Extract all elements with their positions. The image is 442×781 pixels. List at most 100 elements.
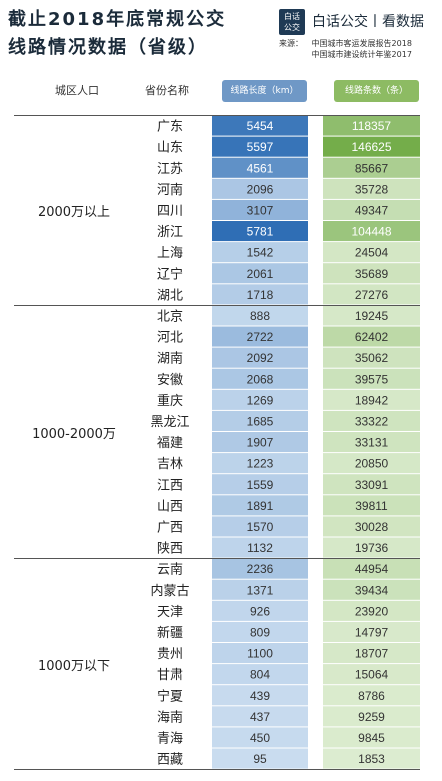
province-label: 黑龙江 xyxy=(150,415,189,430)
province-label: 江苏 xyxy=(157,161,183,177)
length-cell xyxy=(212,727,308,748)
length-value-label: 1891 xyxy=(247,499,274,513)
length-cell xyxy=(212,600,308,621)
count-value-label: 27276 xyxy=(355,288,389,302)
province-label: 西藏 xyxy=(157,753,183,768)
province-label: 宁夏 xyxy=(157,688,183,704)
count-value-label: 33091 xyxy=(355,478,389,492)
count-cell xyxy=(323,199,420,220)
count-value-label: 39811 xyxy=(355,499,388,513)
length-cell xyxy=(212,305,308,326)
length-cell xyxy=(212,748,308,769)
count-cell xyxy=(323,748,420,769)
source-label: 来源： xyxy=(279,39,303,48)
count-cell xyxy=(323,326,420,347)
count-value-label: 18942 xyxy=(355,393,389,407)
count-value-label: 30028 xyxy=(355,520,389,534)
count-value-label: 104448 xyxy=(351,225,391,239)
count-cell xyxy=(323,664,420,685)
province-label: 江西 xyxy=(157,478,183,493)
length-value-label: 926 xyxy=(250,604,270,618)
length-value-label: 4561 xyxy=(247,161,274,175)
length-value-label: 1100 xyxy=(247,647,273,661)
logo-text-2: 公交 xyxy=(284,23,300,32)
count-value-label: 39575 xyxy=(355,372,389,386)
count-value-label: 62402 xyxy=(355,330,389,344)
length-value-label: 1371 xyxy=(247,583,274,597)
length-cell xyxy=(212,347,308,368)
length-value-label: 3107 xyxy=(247,203,274,217)
length-value-label: 439 xyxy=(250,689,270,703)
page-title-line2: 线路情况数据（省级） xyxy=(8,37,208,58)
count-cell xyxy=(323,600,420,621)
length-cell xyxy=(212,474,308,495)
count-value-label: 33322 xyxy=(355,414,389,428)
count-cell xyxy=(323,178,420,199)
length-cell xyxy=(212,242,308,263)
length-cell xyxy=(212,284,308,305)
length-cell xyxy=(212,664,308,685)
header-length: 线路长度（km） xyxy=(222,80,307,102)
count-cell xyxy=(323,685,420,706)
length-cell xyxy=(212,178,308,199)
length-cell xyxy=(212,157,308,178)
group-divider xyxy=(14,304,420,306)
length-value-label: 804 xyxy=(250,668,270,682)
count-cell xyxy=(323,579,420,600)
count-value-label: 19245 xyxy=(355,309,389,323)
length-value-label: 1542 xyxy=(247,246,274,260)
count-cell xyxy=(323,115,420,136)
count-cell xyxy=(323,410,420,431)
count-cell xyxy=(323,727,420,748)
count-cell xyxy=(323,242,420,263)
count-value-label: 49347 xyxy=(355,203,389,217)
count-value-label: 15064 xyxy=(355,668,389,682)
province-label: 广西 xyxy=(157,520,183,535)
count-cell xyxy=(323,305,420,326)
province-label: 重庆 xyxy=(157,393,183,409)
logo-text-1: 白话 xyxy=(284,12,300,21)
province-label: 吉林 xyxy=(157,457,183,472)
count-value-label: 8786 xyxy=(358,689,385,703)
header-province: 省份名称 xyxy=(145,84,189,97)
count-cell xyxy=(323,432,420,453)
length-value-label: 1570 xyxy=(247,520,274,534)
province-label: 陕西 xyxy=(157,542,183,557)
length-cell xyxy=(212,537,308,558)
count-cell xyxy=(323,621,420,642)
province-label: 贵州 xyxy=(157,647,183,662)
count-cell xyxy=(323,643,420,664)
length-value-label: 2722 xyxy=(247,330,274,344)
group-divider xyxy=(14,558,420,560)
count-value-label: 44954 xyxy=(355,562,389,576)
length-cell xyxy=(212,579,308,600)
length-cell xyxy=(212,221,308,242)
length-cell xyxy=(212,432,308,453)
length-value-label: 809 xyxy=(250,625,270,639)
length-cell xyxy=(212,389,308,410)
count-cell xyxy=(323,263,420,284)
length-cell xyxy=(212,136,308,157)
province-label: 青海 xyxy=(157,731,183,746)
count-value-label: 85667 xyxy=(355,161,389,175)
province-label: 上海 xyxy=(157,246,183,261)
count-cell xyxy=(323,706,420,727)
count-cell xyxy=(323,284,420,305)
count-cell xyxy=(323,136,420,157)
header-region: 城区人口 xyxy=(55,84,99,97)
length-value-label: 450 xyxy=(250,731,270,745)
province-label: 河北 xyxy=(157,331,183,346)
region-group-label: 1000-2000万 xyxy=(32,426,116,442)
count-value-label: 9845 xyxy=(358,731,385,745)
brand-logo: 白话 公交 xyxy=(279,9,305,35)
length-value-label: 2061 xyxy=(247,267,274,281)
length-cell xyxy=(212,516,308,537)
count-cell xyxy=(323,495,420,516)
count-cell xyxy=(323,221,420,242)
length-value-label: 2068 xyxy=(247,372,274,386)
brand-name: 白话公交丨看数据 xyxy=(312,14,424,30)
province-label: 安徽 xyxy=(157,373,183,388)
length-cell xyxy=(212,368,308,389)
header-count: 线路条数（条） xyxy=(334,80,419,102)
province-label: 天津 xyxy=(157,605,183,620)
